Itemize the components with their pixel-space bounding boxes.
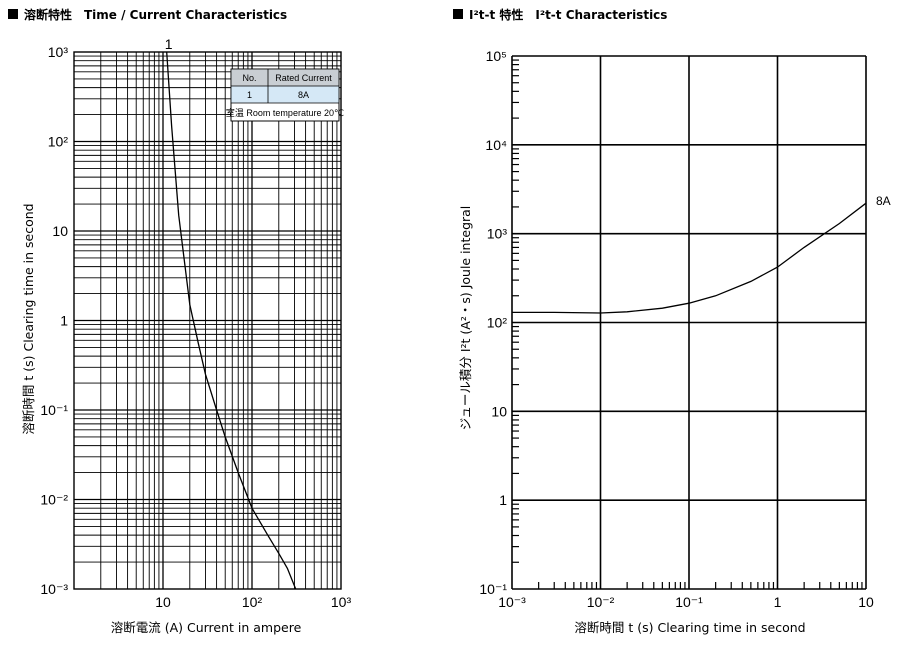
right-x-tick-label: 10⁻¹ (675, 594, 703, 610)
right-x-axis-title: 溶断時間 t (s) Clearing time in second (574, 620, 805, 635)
left-x-tick-label: 10² (242, 594, 263, 610)
left-plot-frame (73, 51, 342, 590)
right-x-tick-label: 10⁻² (587, 594, 615, 610)
rating-table-header-bg (231, 69, 339, 86)
left-chart-title: 溶断特性 Time / Current Characteristics (24, 7, 287, 22)
left-y-tick-label: 10² (48, 134, 69, 150)
left-y-tick-label: 10⁻² (40, 492, 68, 508)
right-y-tick-label: 10² (487, 315, 508, 331)
right-chart-tick-labels: 10⁻³ 10⁻² 10⁻¹ 1 10 10⁻¹ 1 10 10² 10³ 10⁴ 10⁵ (479, 48, 874, 610)
right-y-tick-label: 10 (491, 403, 507, 419)
table-header-no: No. (242, 73, 256, 83)
left-x-axis-title: 溶断電流 (A) Current in ampere (111, 620, 302, 635)
right-series-label: 8A (876, 194, 891, 208)
right-x-tick-label: 10⁻³ (498, 594, 526, 610)
left-series-line (166, 51, 297, 590)
rating-table-row-bg (231, 86, 339, 103)
right-chart-title: I²t-t 特性 I²t-t Characteristics (469, 7, 667, 22)
table-header-rated-current: Rated Current (275, 73, 332, 83)
table-note: 室温 Room temperature 20℃ (226, 107, 344, 118)
right-x-tick-label: 10 (858, 594, 874, 610)
table-cell-no: 1 (247, 90, 252, 100)
title-square-left (8, 9, 18, 19)
left-series-label: 1 (165, 36, 173, 52)
left-x-tick-label: 10³ (331, 594, 352, 610)
rating-table-outline (230, 68, 340, 122)
left-y-tick-label: 10⁻³ (40, 581, 68, 597)
right-y-axis-title: ジュール積分 I²t (A²・s) Joule integral (458, 206, 473, 431)
title-square-right (453, 9, 463, 19)
left-chart-tick-labels: 10 10² 10³ 10⁻³ 10⁻² 10⁻¹ 1 10 10² 10³ (40, 44, 351, 610)
left-y-tick-label: 10³ (48, 44, 69, 60)
table-cell-rated-current: 8A (298, 90, 309, 100)
left-x-tick-label: 10 (155, 594, 171, 610)
right-y-tick-label: 1 (499, 492, 507, 508)
right-y-tick-label: 10³ (487, 226, 508, 242)
right-chart-grid (511, 55, 867, 590)
left-y-tick-label: 1 (60, 313, 68, 329)
right-series-line (512, 202, 867, 314)
right-y-tick-label: 10⁴ (485, 137, 507, 153)
right-x-tick-label: 1 (774, 594, 782, 610)
left-chart-grid (73, 51, 342, 590)
left-y-tick-label: 10⁻¹ (40, 402, 68, 418)
left-y-tick-label: 10 (52, 223, 68, 239)
right-y-tick-label: 10⁻¹ (479, 581, 507, 597)
left-y-axis-title: 溶断時間 t (s) Clearing time in second (21, 203, 36, 434)
rating-table: No. Rated Current 1 8A 室温 Room temperatu… (226, 68, 344, 122)
right-y-tick-label: 10⁵ (486, 48, 507, 64)
